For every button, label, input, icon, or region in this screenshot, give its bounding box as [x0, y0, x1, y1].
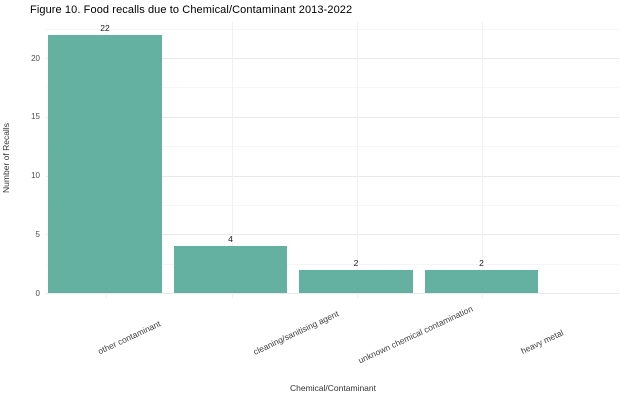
bar-2: [174, 246, 287, 293]
y-tick-label: 15: [31, 112, 40, 122]
gridline-major: [46, 175, 620, 177]
y-axis-title: Number of Recalls: [1, 123, 11, 193]
gridline-major: [46, 116, 620, 118]
gridline-vertical: [231, 22, 233, 298]
gridline-major: [46, 234, 620, 236]
gridline-major: [46, 293, 620, 294]
bar-value-label: 22: [100, 22, 110, 33]
y-tick-label: 0: [35, 288, 40, 298]
gridline-minor: [46, 263, 620, 265]
y-tick-label: 10: [31, 171, 40, 180]
bar-4: [425, 269, 538, 293]
x-tick-label: cleaning/sanitising agent: [251, 308, 341, 357]
x-tick-label: other contaminant: [96, 318, 163, 357]
bar-value-label: 2: [479, 257, 484, 268]
bar-value-label: 2: [353, 257, 359, 268]
gridline-vertical: [482, 22, 483, 298]
y-tick-label: 20: [31, 53, 40, 63]
bar-1: [48, 34, 162, 293]
gridline-vertical: [356, 22, 358, 298]
gridline-minor: [46, 87, 620, 89]
gridline-minor: [46, 28, 620, 30]
chart-title: Figure 10. Food recalls due to Chemical/…: [30, 4, 353, 16]
bar-3: [299, 269, 413, 293]
y-tick-label: 5: [35, 229, 40, 239]
x-tick-label: unknown chemical contamination: [356, 303, 475, 366]
plot-panel: 22 4 2 2: [46, 22, 620, 298]
x-tick-label: heavy metal: [519, 327, 566, 356]
bar-value-label: 4: [228, 234, 233, 244]
gridline-minor: [46, 146, 620, 148]
gridline-major: [46, 58, 620, 59]
gridline-minor: [46, 204, 620, 206]
x-axis-title: Chemical/Contaminant: [290, 383, 376, 393]
